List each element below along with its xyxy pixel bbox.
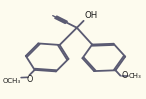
Text: OCH₃: OCH₃ [2, 78, 20, 84]
Text: CH₃: CH₃ [128, 73, 141, 79]
Text: O: O [121, 71, 127, 80]
Text: OH: OH [85, 11, 98, 20]
Text: O: O [26, 75, 33, 84]
